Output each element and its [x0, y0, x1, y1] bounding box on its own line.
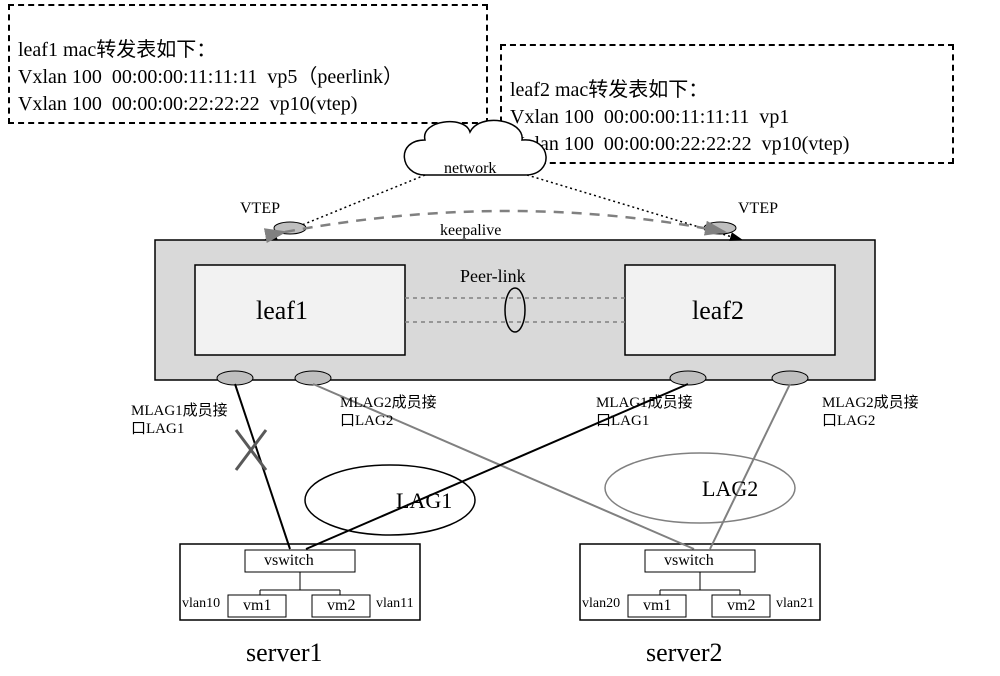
mlag2-left-line2: 口LAG2 [340, 412, 437, 430]
mlag1-left-label: MLAG1成员接 口LAG1 [131, 402, 228, 438]
mlag1-left-line1: MLAG1成员接 [131, 402, 228, 420]
failure-x-icon [236, 430, 266, 470]
vtep-left-label: VTEP [240, 200, 280, 218]
cloud-label: network [444, 160, 496, 178]
peerlink-label: Peer-link [460, 266, 526, 287]
server1-vlanleft-label: vlan10 [182, 596, 220, 612]
link-leaf2p2-server2 [710, 384, 790, 549]
keepalive-label: keepalive [440, 222, 501, 240]
server2-vswitch-label: vswitch [664, 552, 714, 570]
leaf2-port2 [772, 371, 808, 385]
lag1-label: LAG1 [396, 488, 452, 514]
mlag2-left-label: MLAG2成员接 口LAG2 [340, 394, 437, 430]
diagram-canvas: leaf1 mac转发表如下： Vxlan 100 00:00:00:11:11… [0, 0, 1000, 676]
leaf1-port2 [295, 371, 331, 385]
leaf2-port1 [670, 371, 706, 385]
server1-vswitch-label: vswitch [264, 552, 314, 570]
mlag1-left-line2: 口LAG1 [131, 420, 228, 438]
server1-vm2-label: vm2 [327, 597, 355, 615]
mlag2-right-line1: MLAG2成员接 [822, 394, 919, 412]
server1-vlanright-label: vlan11 [376, 596, 414, 612]
leaf2-label: leaf2 [692, 296, 744, 326]
server2-vlanleft-label: vlan20 [582, 596, 620, 612]
mlag2-right-label: MLAG2成员接 口LAG2 [822, 394, 919, 430]
mlag1-right-line1: MLAG1成员接 [596, 394, 693, 412]
keepalive-arc [285, 211, 725, 232]
server1-vm1-label: vm1 [243, 597, 271, 615]
diagram-svg [0, 0, 1000, 676]
mlag1-right-line2: 口LAG1 [596, 412, 693, 430]
mlag1-right-label: MLAG1成员接 口LAG1 [596, 394, 693, 430]
mlag2-left-line1: MLAG2成员接 [340, 394, 437, 412]
server2-vm1-label: vm1 [643, 597, 671, 615]
server1-caption: server1 [246, 638, 323, 668]
leaf1-label: leaf1 [256, 296, 308, 326]
lag2-label: LAG2 [702, 476, 758, 502]
server2-caption: server2 [646, 638, 723, 668]
server2-vlanright-label: vlan21 [776, 596, 814, 612]
mlag2-right-line2: 口LAG2 [822, 412, 919, 430]
vtep-right-label: VTEP [738, 200, 778, 218]
leaf1-port1 [217, 371, 253, 385]
server2-vm2-label: vm2 [727, 597, 755, 615]
lag2-ellipse [605, 453, 795, 523]
